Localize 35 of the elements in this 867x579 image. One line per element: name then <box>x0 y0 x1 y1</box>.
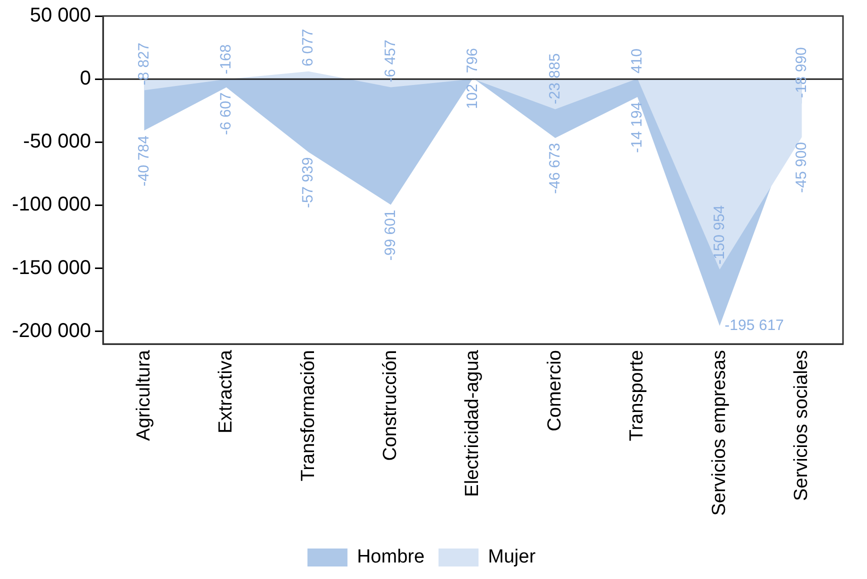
legend-label: Hombre <box>356 546 425 568</box>
x-tick-label: Transporte <box>626 350 648 442</box>
data-label: -57 939 <box>300 157 317 208</box>
y-tick-label: -150 000 <box>12 256 91 279</box>
y-tick-label: 0 <box>80 68 91 90</box>
x-tick-label: Transformación <box>298 350 319 482</box>
x-tick-label: Agricultura <box>133 350 154 441</box>
x-tick-label: Servicios sociales <box>791 350 812 501</box>
legend-label: Mujer <box>488 546 536 568</box>
y-tick-label: -200 000 <box>12 320 91 342</box>
data-label: -168 <box>217 44 234 74</box>
data-label: -23 885 <box>546 53 564 104</box>
data-label: 6 077 <box>300 28 317 66</box>
data-label: -6 457 <box>382 40 399 82</box>
data-label: -46 673 <box>546 142 564 194</box>
y-tick-label: -100 000 <box>12 194 91 216</box>
data-label: -99 601 <box>382 210 399 261</box>
y-tick-label: 50 000 <box>30 4 91 27</box>
data-label: -195 617 <box>724 316 784 334</box>
x-tick-label: Electricidad-agua <box>462 350 484 497</box>
data-label: -150 954 <box>710 205 728 265</box>
data-label: -40 784 <box>135 136 152 186</box>
x-tick-label: Extractiva <box>216 350 237 434</box>
x-tick-label: Construcción <box>380 350 402 461</box>
data-label: -6 607 <box>217 92 234 135</box>
data-label: -8 827 <box>135 42 152 86</box>
x-tick-label: Servicios empresas <box>708 350 730 516</box>
x-tick-label: Comercio <box>544 350 566 432</box>
y-tick-label: -50 000 <box>23 130 91 153</box>
data-label: 410 <box>628 48 646 74</box>
data-label: 102 <box>464 84 482 109</box>
data-label: -18 990 <box>793 47 810 98</box>
data-label: 796 <box>464 48 482 74</box>
data-label: -45 900 <box>793 142 810 193</box>
data-label: -14 194 <box>628 102 646 153</box>
